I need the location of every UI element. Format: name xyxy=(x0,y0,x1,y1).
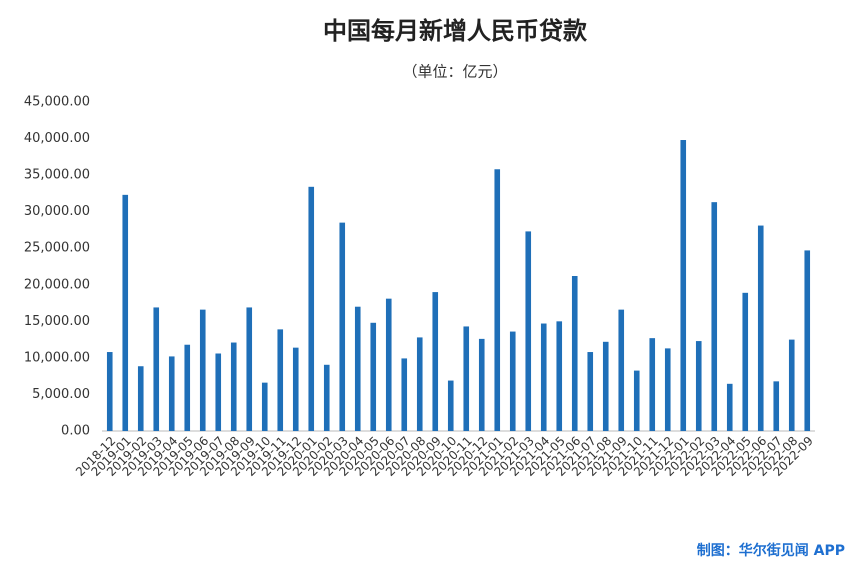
y-tick-label: 15,000.00 xyxy=(24,314,90,329)
bar xyxy=(416,337,423,431)
y-tick-label: 5,000.00 xyxy=(32,387,90,402)
chart-title: 中国每月新增人民币贷款 xyxy=(323,17,588,45)
bar xyxy=(153,307,160,431)
bar xyxy=(432,292,439,431)
bar xyxy=(463,326,470,431)
bar xyxy=(525,231,532,431)
bar xyxy=(773,381,780,431)
y-tick-label: 30,000.00 xyxy=(24,204,90,219)
bar xyxy=(540,323,547,431)
bar xyxy=(633,370,640,431)
bar xyxy=(354,306,361,431)
bar xyxy=(556,321,563,431)
bar xyxy=(757,225,764,431)
bar xyxy=(215,353,222,431)
bar xyxy=(680,140,687,432)
bar xyxy=(168,356,175,431)
y-tick-label: 25,000.00 xyxy=(24,241,90,256)
bar xyxy=(184,344,191,431)
bar xyxy=(106,352,113,431)
bar xyxy=(122,194,129,431)
bar xyxy=(370,322,377,431)
bar xyxy=(587,352,594,431)
bar xyxy=(323,364,330,431)
bar xyxy=(726,383,733,431)
bar xyxy=(742,292,749,431)
bar xyxy=(447,380,454,431)
bar xyxy=(199,309,206,431)
bar xyxy=(602,341,609,431)
bar xyxy=(695,341,702,431)
bar xyxy=(401,358,408,431)
bar xyxy=(246,307,253,431)
bar xyxy=(230,342,237,431)
bar xyxy=(261,382,268,431)
bar xyxy=(277,329,284,431)
y-tick-label: 35,000.00 xyxy=(24,168,90,183)
bar xyxy=(664,348,671,431)
bar xyxy=(137,366,144,431)
source-note: 制图：华尔街见闻 APP xyxy=(697,542,845,559)
bar xyxy=(385,298,392,431)
y-tick-label: 45,000.00 xyxy=(24,95,90,110)
bar xyxy=(571,276,578,431)
y-tick-label: 0.00 xyxy=(61,424,90,439)
bar xyxy=(618,309,625,431)
y-tick-label: 10,000.00 xyxy=(24,350,90,365)
bar xyxy=(711,202,718,431)
chart-subtitle: （单位：亿元） xyxy=(402,63,507,81)
bar xyxy=(788,339,795,431)
bar xyxy=(804,250,811,431)
bar xyxy=(478,338,485,431)
y-tick-label: 40,000.00 xyxy=(24,131,90,146)
bar xyxy=(339,222,346,431)
bar xyxy=(494,169,501,432)
y-tick-label: 20,000.00 xyxy=(24,277,90,292)
bar xyxy=(308,186,315,431)
bar xyxy=(509,331,516,431)
bar xyxy=(649,338,656,431)
bar xyxy=(292,347,299,431)
